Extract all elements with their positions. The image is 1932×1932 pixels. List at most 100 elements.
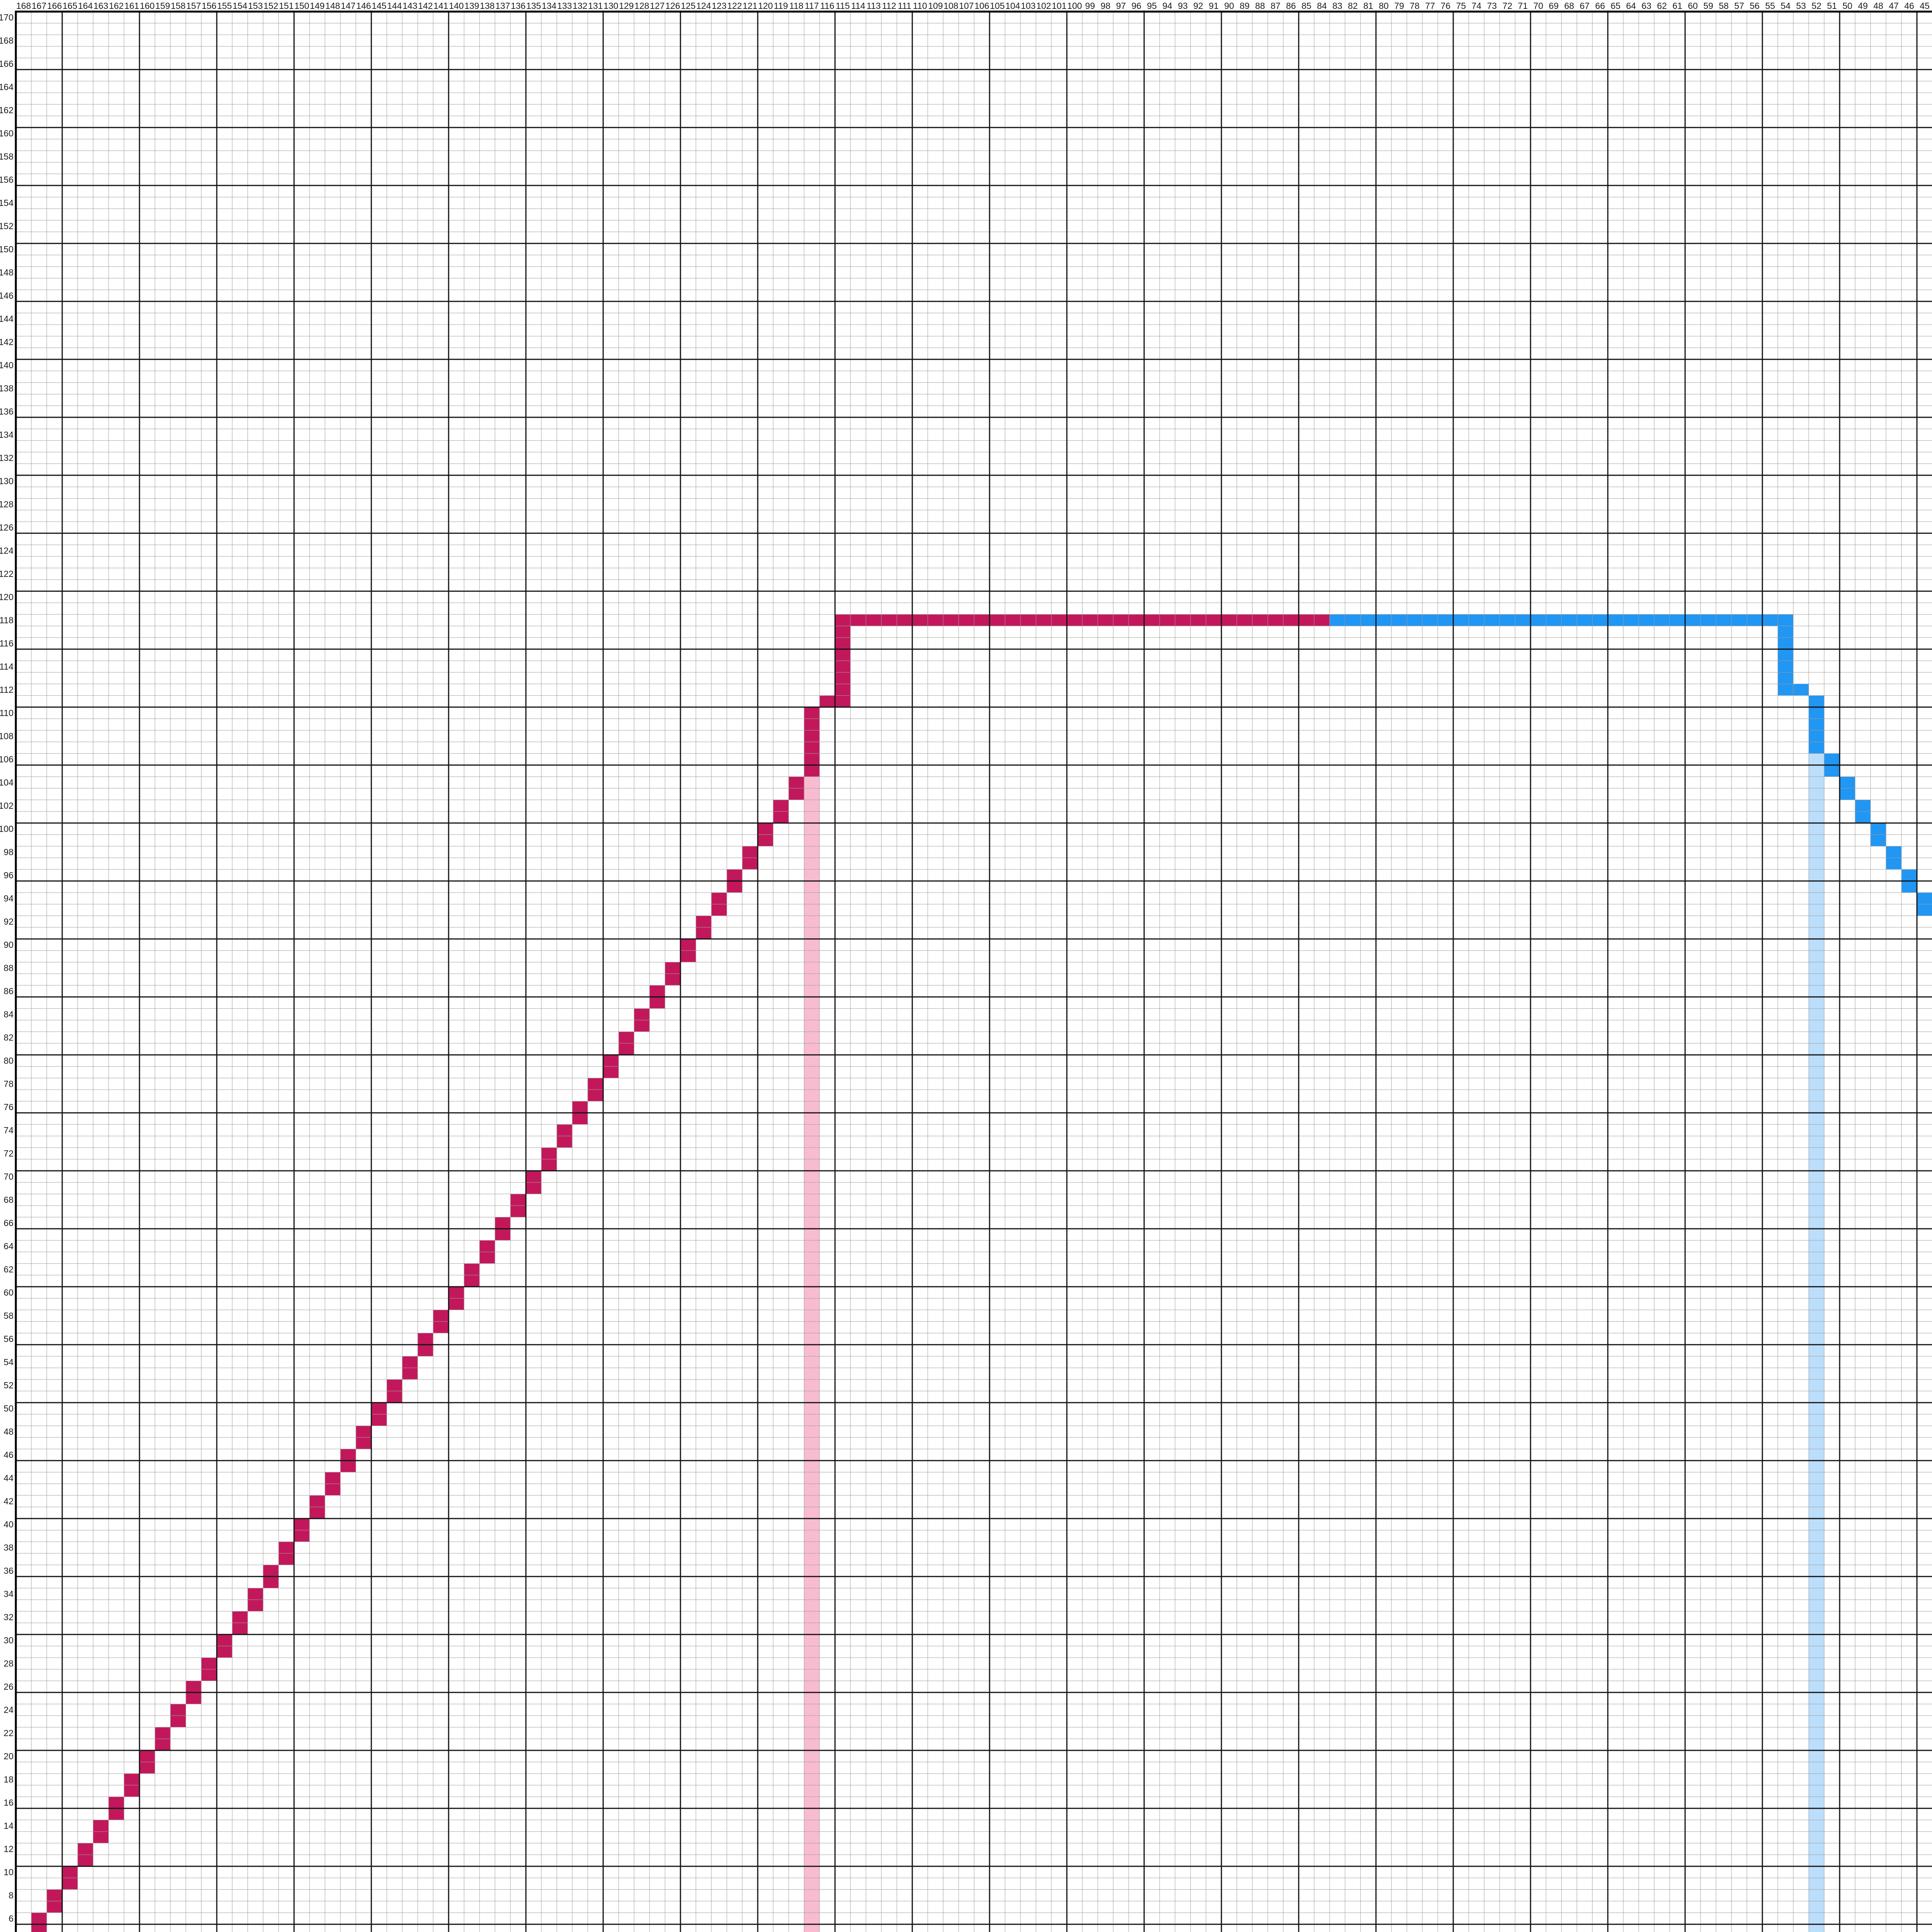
svg-text:26: 26 xyxy=(3,1682,14,1692)
svg-text:59: 59 xyxy=(1703,1,1713,11)
svg-text:88: 88 xyxy=(1255,1,1265,11)
stitch-cells xyxy=(1221,614,1237,626)
stitch-cells xyxy=(31,1913,47,1932)
stitch-cells xyxy=(1005,614,1020,626)
guide-bands xyxy=(804,753,1824,1932)
svg-text:113: 113 xyxy=(867,1,881,11)
svg-text:82: 82 xyxy=(3,1032,14,1043)
svg-text:159: 159 xyxy=(155,1,170,11)
svg-text:132: 132 xyxy=(0,453,14,463)
stitch-cells xyxy=(1546,614,1561,626)
svg-text:160: 160 xyxy=(0,128,14,138)
svg-text:105: 105 xyxy=(990,1,1005,11)
stitch-cells xyxy=(1778,614,1793,626)
svg-text:134: 134 xyxy=(0,430,14,440)
stitch-cells xyxy=(1361,614,1376,626)
stitch-cells xyxy=(1608,614,1623,626)
svg-text:91: 91 xyxy=(1209,1,1219,11)
svg-text:155: 155 xyxy=(217,1,232,11)
stitch-cells xyxy=(1639,614,1654,626)
svg-text:66: 66 xyxy=(1595,1,1605,11)
svg-text:86: 86 xyxy=(1286,1,1296,11)
stitch-cells xyxy=(1670,614,1685,626)
svg-text:120: 120 xyxy=(0,592,14,602)
chart-border xyxy=(15,10,1932,1932)
svg-text:154: 154 xyxy=(0,198,14,208)
svg-text:111: 111 xyxy=(898,1,912,11)
stitch-cells xyxy=(1098,614,1113,626)
svg-text:84: 84 xyxy=(1317,1,1327,11)
svg-text:72: 72 xyxy=(3,1148,14,1158)
svg-text:147: 147 xyxy=(341,1,355,11)
svg-text:158: 158 xyxy=(0,151,14,162)
svg-text:144: 144 xyxy=(0,314,14,324)
svg-text:168: 168 xyxy=(16,1,31,11)
svg-text:70: 70 xyxy=(1533,1,1543,11)
svg-text:106: 106 xyxy=(975,1,989,11)
svg-text:65: 65 xyxy=(1611,1,1621,11)
svg-text:76: 76 xyxy=(1440,1,1451,11)
svg-text:79: 79 xyxy=(1394,1,1404,11)
svg-text:98: 98 xyxy=(3,847,14,857)
stitch-cells xyxy=(974,614,990,626)
svg-text:90: 90 xyxy=(1224,1,1234,11)
series-blue-outline xyxy=(1330,614,1932,916)
svg-text:48: 48 xyxy=(3,1427,14,1437)
svg-text:128: 128 xyxy=(0,499,14,509)
svg-text:49: 49 xyxy=(1858,1,1868,11)
svg-text:38: 38 xyxy=(3,1543,14,1553)
stitch-cells xyxy=(1268,614,1283,626)
svg-text:63: 63 xyxy=(1641,1,1651,11)
stitch-cells xyxy=(1175,614,1190,626)
stitch-cells xyxy=(897,614,912,626)
svg-text:92: 92 xyxy=(3,917,14,927)
svg-text:78: 78 xyxy=(1410,1,1420,11)
svg-text:88: 88 xyxy=(3,963,14,973)
stitch-cells xyxy=(1314,614,1330,626)
svg-text:36: 36 xyxy=(3,1566,14,1576)
svg-text:150: 150 xyxy=(0,244,14,254)
svg-text:14: 14 xyxy=(3,1821,14,1831)
stitch-cells xyxy=(943,614,959,626)
svg-text:166: 166 xyxy=(0,59,14,69)
stitch-cells xyxy=(866,614,881,626)
svg-text:120: 120 xyxy=(758,1,773,11)
stitch-cells xyxy=(1809,696,1824,753)
stitch-cells xyxy=(1515,614,1531,626)
svg-text:165: 165 xyxy=(63,1,77,11)
svg-text:72: 72 xyxy=(1502,1,1512,11)
svg-text:136: 136 xyxy=(511,1,526,11)
svg-text:108: 108 xyxy=(944,1,958,11)
svg-text:116: 116 xyxy=(0,638,14,648)
svg-text:84: 84 xyxy=(3,1009,14,1019)
stitch-cells xyxy=(928,614,943,626)
svg-text:133: 133 xyxy=(557,1,572,11)
stitch-cells xyxy=(1654,614,1670,626)
stitch-cells xyxy=(1144,614,1160,626)
svg-text:30: 30 xyxy=(3,1635,14,1645)
svg-text:57: 57 xyxy=(1734,1,1744,11)
svg-text:148: 148 xyxy=(0,267,14,277)
svg-text:90: 90 xyxy=(3,940,14,950)
svg-text:144: 144 xyxy=(387,1,402,11)
stitch-cells xyxy=(1484,614,1500,626)
stitch-cells xyxy=(1762,614,1778,626)
stitch-cells xyxy=(1020,614,1036,626)
svg-text:131: 131 xyxy=(588,1,603,11)
svg-text:130: 130 xyxy=(604,1,618,11)
stitch-cells xyxy=(1592,614,1608,626)
svg-text:53: 53 xyxy=(1796,1,1806,11)
svg-text:58: 58 xyxy=(1719,1,1729,11)
stitch-cells xyxy=(1701,614,1716,626)
stitch-cells xyxy=(1623,614,1639,626)
svg-text:141: 141 xyxy=(434,1,448,11)
svg-text:45: 45 xyxy=(1920,1,1930,11)
svg-text:112: 112 xyxy=(0,685,14,695)
svg-text:86: 86 xyxy=(3,986,14,996)
svg-text:152: 152 xyxy=(0,221,14,231)
stitch-cells xyxy=(1036,614,1051,626)
svg-text:132: 132 xyxy=(573,1,587,11)
stitch-cells xyxy=(1438,614,1453,626)
svg-text:142: 142 xyxy=(0,337,14,347)
svg-text:69: 69 xyxy=(1549,1,1559,11)
